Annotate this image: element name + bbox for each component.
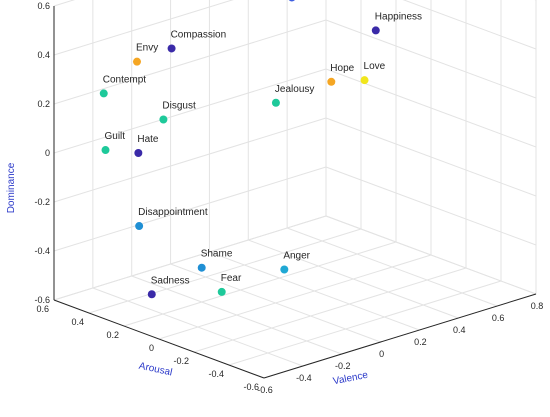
data-point: [135, 222, 144, 231]
data-point-label: Envy: [136, 43, 158, 54]
data-point-label: Compassion: [171, 29, 227, 40]
data-point-label: Happiness: [375, 11, 422, 22]
floor-grid-line: [193, 267, 467, 353]
data-point-label: Love: [364, 61, 386, 72]
y-tick-label: 0: [149, 343, 154, 353]
floor-grid-line: [88, 228, 362, 314]
y-tick-label: 0.2: [106, 330, 119, 340]
side-wall-grid-line: [325, 215, 537, 295]
data-point-label: Anger: [283, 251, 310, 262]
side-wall-grid-line: [325, 117, 537, 197]
data-point: [371, 26, 380, 35]
y-tick-label: -0.6: [243, 382, 259, 392]
x-tick-label: 0.8: [531, 301, 544, 311]
tick-labels: -0.6 -0.4 -0.2 0 0.2 0.4 0.6 0.8 -0.6 -0.4 -0.2 0 0.…: [34, 1, 543, 395]
data-point-label: Disappointment: [138, 207, 208, 218]
y-tick-label: 0.6: [36, 304, 49, 314]
back-wall-grid-line: [53, 215, 327, 301]
data-point: [101, 146, 110, 155]
x-tick-label: 0.2: [414, 337, 427, 347]
data-point: [197, 263, 206, 272]
data-point-label: Shame: [201, 249, 233, 260]
y-tick-label: -0.2: [173, 356, 189, 366]
data-point: [99, 89, 108, 98]
x-tick-label: 0: [379, 349, 384, 359]
data-point: [327, 77, 336, 86]
floor-grid-line: [123, 241, 397, 327]
grid-lines: [53, 0, 537, 379]
y-tick-label: -0.4: [208, 369, 224, 379]
data-point-label: Fear: [221, 273, 242, 284]
x-tick-label: -0.6: [257, 385, 273, 395]
y-axis-label: Arousal: [138, 361, 173, 379]
back-wall-grid-line: [53, 68, 327, 154]
data-point: [288, 0, 295, 2]
back-wall-grid-line: [53, 0, 234, 56]
back-wall-grid-line: [53, 0, 76, 7]
z-tick-label: 0.4: [37, 50, 50, 60]
data-point-label: Hate: [137, 134, 159, 145]
back-wall-grid-line: [53, 117, 327, 203]
x-tick-label: 0.6: [492, 313, 505, 323]
data-point-label: Sadness: [151, 275, 190, 286]
z-tick-label: 0.2: [37, 99, 50, 109]
y-axis-line: [53, 299, 265, 379]
data-point: [134, 149, 143, 157]
data-point: [360, 76, 369, 85]
x-tick-label: 0.4: [453, 325, 466, 335]
data-point: [167, 44, 176, 53]
x-axis-label: Valence: [332, 370, 369, 388]
data-point: [271, 98, 280, 107]
data-point: [147, 290, 156, 299]
data-point-label: Disgust: [162, 101, 196, 112]
data-point-label: Contempt: [103, 74, 147, 85]
floor-grid-line: [158, 254, 432, 340]
side-wall-grid-line: [325, 166, 537, 246]
back-wall-grid-line: [53, 166, 327, 252]
z-tick-label: -0.4: [34, 246, 50, 256]
z-tick-label: 0: [45, 148, 50, 158]
back-wall-grid-line: [53, 19, 327, 105]
data-point: [217, 287, 226, 296]
x-tick-label: -0.4: [296, 373, 312, 383]
z-tick-label: -0.2: [34, 197, 50, 207]
data-point-label: Jealousy: [275, 84, 314, 95]
data-point: [280, 265, 289, 274]
data-points: EnvyCompassionGratefulnessHappinessConte…: [99, 0, 422, 299]
z-tick-label: 0.6: [37, 1, 50, 11]
data-point-label: Hope: [330, 63, 354, 74]
x-tick-label: -0.2: [335, 361, 351, 371]
axis-box-edges: [53, 6, 537, 379]
z-tick-label: -0.6: [34, 295, 50, 305]
data-point: [132, 57, 141, 66]
side-wall-grid-line: [402, 0, 537, 50]
side-wall-grid-line: [325, 19, 537, 99]
z-axis-label: Dominance: [6, 162, 17, 213]
data-point-label: Guilt: [105, 131, 126, 142]
x-axis-line: [263, 293, 537, 379]
floor-grid-line: [228, 280, 502, 366]
y-tick-label: 0.4: [71, 317, 84, 327]
data-point: [159, 115, 168, 124]
